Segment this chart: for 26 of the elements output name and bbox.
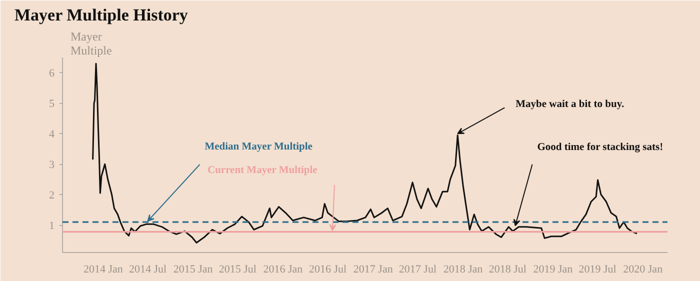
- chart-title: Mayer Multiple History: [14, 6, 188, 24]
- x-tick-label: 2018 Jul: [488, 264, 526, 276]
- x-tick-label: 2015 Jan: [173, 264, 214, 276]
- annotation: Good time for stacking sats!: [537, 142, 664, 154]
- x-tick-label: 2014 Jan: [83, 264, 124, 276]
- x-tick-label: 2019 Jan: [533, 264, 574, 276]
- y-tick-label: 2: [49, 190, 54, 202]
- x-tick-label: 2016 Jul: [309, 264, 347, 276]
- annotation: Maybe wait a bit to buy.: [516, 99, 625, 110]
- y-tick-label: 3: [49, 159, 55, 172]
- y-axis-title: Mayer Multiple: [70, 30, 112, 58]
- y-tick-label: 1: [49, 220, 54, 232]
- x-tick-label: 2018 Jan: [443, 264, 484, 276]
- x-tick-label: 2017 Jan: [353, 264, 394, 276]
- x-tick-label: 2016 Jan: [263, 264, 304, 276]
- x-tick-label: 2017 Jul: [398, 264, 437, 276]
- ref-line-label: Median Mayer Multiple: [204, 142, 313, 153]
- line-series: [92, 62, 638, 244]
- x-tick-label: 2019 Jul: [578, 264, 616, 276]
- y-tick-label: 5: [49, 98, 55, 110]
- ref-line-label: Current Mayer Multiple: [207, 165, 318, 176]
- y-tick-label: 6: [49, 68, 55, 80]
- x-tick-label: 2015 Jul: [218, 264, 256, 276]
- x-tick-label: 2020 Jan: [623, 264, 664, 276]
- y-tick-label: 4: [49, 128, 55, 141]
- x-tick-label: 2014 Jul: [128, 264, 167, 276]
